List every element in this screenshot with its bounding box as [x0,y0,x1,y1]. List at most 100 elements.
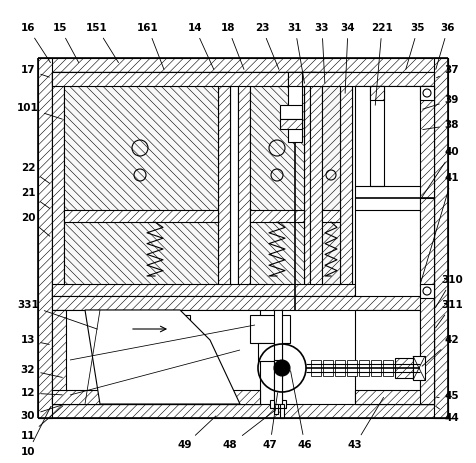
Bar [100,343,189,357]
Bar [269,400,286,408]
Bar [322,360,332,376]
Bar [309,72,321,300]
Bar [419,310,433,404]
Text: 10: 10 [21,407,50,457]
Bar [38,404,447,418]
Text: 15: 15 [53,23,79,63]
Text: 331: 331 [17,300,97,329]
Bar [321,84,339,288]
Bar [358,360,368,376]
Text: 38: 38 [422,120,458,130]
Text: 47: 47 [262,393,277,450]
Text: 32: 32 [21,365,62,377]
Bar [346,360,356,376]
Bar [334,360,344,376]
Bar [52,72,229,300]
Bar [309,72,351,300]
Text: 37: 37 [436,65,458,78]
Bar [279,105,301,119]
Text: 33: 33 [314,23,328,83]
Bar [100,315,189,343]
Bar [303,72,315,300]
Bar [258,343,281,361]
Bar [419,284,433,298]
Text: 21: 21 [21,188,50,208]
Text: 35: 35 [405,23,425,69]
Bar [38,58,52,418]
Bar [433,58,447,418]
Text: 311: 311 [435,300,462,328]
Bar [279,119,301,129]
Text: 31: 31 [287,23,304,83]
Text: 41: 41 [420,173,458,282]
Bar [419,86,433,286]
Text: 46: 46 [290,371,312,450]
Text: 12: 12 [21,388,62,398]
Bar [52,296,433,310]
Bar [273,360,281,404]
Bar [310,360,320,376]
Bar [382,360,392,376]
Bar [288,72,301,142]
Text: 16: 16 [21,23,50,63]
Bar [321,210,339,222]
Text: 22: 22 [21,163,50,183]
Text: 11: 11 [21,406,63,441]
Text: 221: 221 [370,23,392,105]
Text: 18: 18 [220,23,244,69]
Text: 17: 17 [20,65,49,77]
Bar [273,310,281,404]
Bar [369,86,383,100]
Bar [52,72,229,84]
Bar [249,315,289,343]
Bar [238,72,249,300]
Bar [412,356,424,380]
Text: 43: 43 [347,397,383,450]
Polygon shape [85,310,239,404]
Circle shape [273,360,289,376]
Bar [309,288,351,300]
Bar [354,310,433,404]
Text: 14: 14 [187,23,213,69]
Bar [249,84,303,288]
Text: 36: 36 [435,23,454,69]
Bar [64,84,218,288]
Text: 101: 101 [17,103,62,119]
Bar [339,72,351,300]
Bar [52,310,259,404]
Bar [249,210,303,222]
Text: 13: 13 [21,335,49,345]
Bar [52,390,259,404]
Text: 151: 151 [86,23,118,63]
Bar [309,72,351,84]
Text: 49: 49 [178,416,216,450]
Text: 20: 20 [21,213,50,236]
Bar [354,86,433,300]
Bar [52,310,66,404]
Bar [52,72,64,300]
Bar [238,72,315,84]
Text: 39: 39 [422,95,458,109]
Bar [288,72,301,86]
Text: 44: 44 [436,407,458,423]
Bar [419,86,433,100]
Bar [52,72,433,86]
Text: 310: 310 [435,275,462,307]
Text: 30: 30 [21,405,62,421]
Bar [370,360,380,376]
Bar [273,404,278,414]
Text: 45: 45 [436,391,458,401]
Text: 34: 34 [340,23,355,93]
Text: 161: 161 [137,23,164,69]
Bar [354,390,433,404]
Text: 23: 23 [254,23,278,69]
Bar [52,284,354,296]
Text: 40: 40 [421,147,458,198]
Bar [419,198,433,404]
Bar [394,358,412,378]
Bar [238,72,315,300]
Bar [52,288,229,300]
Text: 48: 48 [222,410,275,450]
Text: 42: 42 [421,335,458,366]
Bar [64,210,218,222]
